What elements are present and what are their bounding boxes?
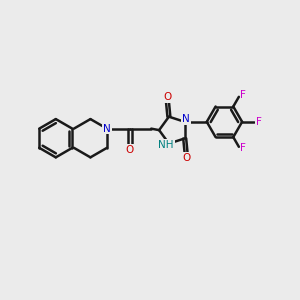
Text: N: N bbox=[182, 114, 190, 124]
Text: F: F bbox=[240, 90, 246, 100]
Text: O: O bbox=[182, 153, 190, 163]
Text: F: F bbox=[256, 117, 262, 127]
Text: O: O bbox=[163, 92, 172, 102]
Text: NH: NH bbox=[158, 140, 174, 150]
Text: O: O bbox=[126, 145, 134, 155]
Text: F: F bbox=[240, 143, 246, 153]
Text: N: N bbox=[103, 124, 111, 134]
